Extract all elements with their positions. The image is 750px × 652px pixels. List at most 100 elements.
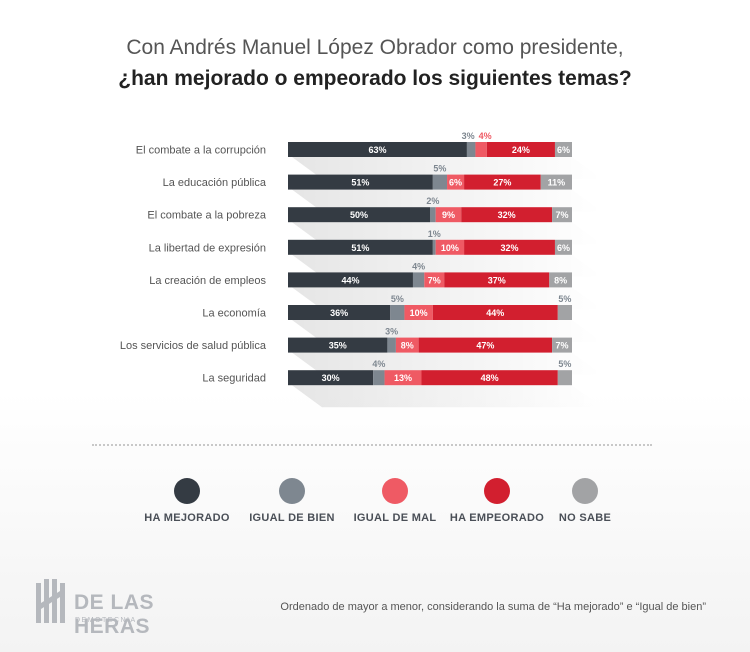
value-label: 4%	[479, 131, 492, 141]
bar-shadow	[292, 287, 602, 310]
value-label: 5%	[558, 294, 571, 304]
footnote: Ordenado de mayor a menor, considerando …	[280, 601, 706, 613]
value-label: 51%	[351, 243, 369, 253]
value-label: 6%	[557, 145, 570, 155]
bar-segment-igual_de_bien	[430, 207, 436, 223]
value-label: 44%	[486, 308, 504, 318]
bar-segment-igual_de_mal	[447, 174, 465, 190]
bar-segment-no_sabe	[549, 272, 572, 288]
value-label: 3%	[462, 131, 475, 141]
value-label: 32%	[498, 210, 516, 220]
bar-shadow	[292, 320, 602, 342]
value-label: 36%	[330, 308, 348, 318]
value-label: 30%	[322, 373, 340, 383]
bar-segment-ha_mejorado	[288, 142, 467, 157]
divider	[92, 444, 652, 446]
bar-segment-igual_de_bien	[432, 239, 436, 255]
value-label: 8%	[401, 341, 414, 351]
value-label: 5%	[558, 359, 571, 369]
value-label: 7%	[428, 275, 441, 285]
bar-segment-ha_empeorado	[464, 174, 541, 190]
logo-text: DE LAS HERAS	[74, 591, 155, 638]
category-label: El combate a la pobreza	[147, 210, 267, 222]
bar-shadows	[292, 157, 602, 408]
value-labels: 63%3% 4%24% 6%51%5%6% 27% 11%50%2%9% 32% 7%51%…	[322, 131, 572, 383]
logo-subtext: DEMOTECNIA	[75, 617, 137, 624]
bar-segment-ha_mejorado	[288, 207, 430, 223]
value-label: 27%	[493, 178, 511, 188]
stacked-bar-chart: El combate a la corrupción La educación p…	[120, 131, 602, 408]
legend-item-igual_de_mal: IGUAL DE MAL	[335, 478, 455, 524]
value-label: 4%	[372, 359, 385, 369]
legend-item-ha_mejorado: HA MEJORADO	[127, 478, 247, 524]
bar-segment-ha_mejorado	[288, 174, 433, 190]
category-label: La educación pública	[163, 177, 267, 189]
bars-group	[288, 142, 572, 386]
value-label: 6%	[557, 243, 570, 253]
value-label: 7%	[556, 341, 569, 351]
bar-segment-no_sabe	[552, 207, 572, 223]
legend-swatch	[572, 478, 598, 504]
legend-item-igual_de_bien: IGUAL DE BIEN	[232, 478, 352, 524]
bar-segment-igual_de_bien	[373, 370, 385, 386]
bar-shadow	[292, 189, 602, 212]
category-label: La economía	[202, 308, 266, 320]
bar-segment-igual_de_mal	[384, 370, 422, 386]
legend-swatch	[279, 478, 305, 504]
bar-segment-igual_de_bien	[412, 272, 425, 288]
bar-segment-ha_empeorado	[486, 142, 555, 157]
legend-label: IGUAL DE BIEN	[249, 512, 335, 524]
legend-label: HA EMPEORADO	[449, 512, 545, 524]
category-labels: El combate a la corrupción La educación p…	[120, 145, 267, 385]
bar-segment-no_sabe	[554, 239, 572, 255]
chart-title-line1: Con Andrés Manuel López Obrador como pre…	[126, 36, 624, 59]
bar-segment-ha_empeorado	[418, 337, 553, 353]
category-label: El combate a la corrupción	[136, 145, 266, 157]
category-label: Los servicios de salud pública	[120, 340, 267, 352]
bar-segment-no_sabe	[557, 305, 572, 320]
value-label: 44%	[341, 275, 359, 285]
legend-swatch	[174, 478, 200, 504]
bar-segment-ha_empeorado	[444, 272, 550, 288]
bar-segment-igual_de_mal	[475, 142, 487, 157]
logo-mark-icon	[36, 579, 65, 623]
bar-segment-no_sabe	[554, 142, 572, 157]
bar-shadow	[292, 385, 602, 408]
value-label: 5%	[391, 294, 404, 304]
value-label: 7%	[556, 210, 569, 220]
legend-label: HA MEJORADO	[144, 512, 230, 524]
bar-segment-ha_mejorado	[288, 337, 388, 353]
value-label: 11%	[548, 178, 566, 188]
value-label: 8%	[554, 275, 567, 285]
value-label: 24%	[512, 145, 530, 155]
bar-segment-ha_mejorado	[288, 272, 413, 288]
value-label: 48%	[481, 373, 499, 383]
bar-segment-ha_empeorado	[421, 370, 558, 386]
value-label: 13%	[394, 373, 412, 383]
value-label: 35%	[329, 341, 347, 351]
bar-shadow	[292, 254, 602, 277]
value-label: 32%	[501, 243, 519, 253]
value-label: 37%	[488, 275, 506, 285]
legend-label: NO SABE	[558, 512, 612, 524]
bar-segment-ha_empeorado	[464, 239, 555, 255]
value-label: 51%	[351, 178, 369, 188]
legend-label: IGUAL DE MAL	[353, 512, 437, 524]
legend-item-ha_empeorado: HA EMPEORADO	[437, 478, 557, 524]
bar-shadow	[292, 352, 602, 375]
bar-segment-igual_de_bien	[432, 174, 448, 190]
value-label: 1%	[428, 229, 441, 239]
bar-segment-no_sabe	[552, 337, 572, 353]
legend-swatch	[382, 478, 408, 504]
bar-segment-ha_mejorado	[288, 239, 433, 255]
bar-segment-ha_empeorado	[461, 207, 553, 223]
bar-shadow	[292, 157, 602, 179]
value-label: 9%	[442, 210, 455, 220]
value-label: 63%	[368, 145, 386, 155]
bar-segment-igual_de_mal	[424, 272, 445, 288]
value-label: 6%	[449, 178, 462, 188]
bar-segment-no_sabe	[557, 370, 572, 386]
legend-swatch	[484, 478, 510, 504]
legend: HA MEJORADO IGUAL DE BIEN IGUAL DE MAL HA E…	[0, 478, 750, 538]
bar-segment-igual_de_bien	[387, 337, 396, 353]
